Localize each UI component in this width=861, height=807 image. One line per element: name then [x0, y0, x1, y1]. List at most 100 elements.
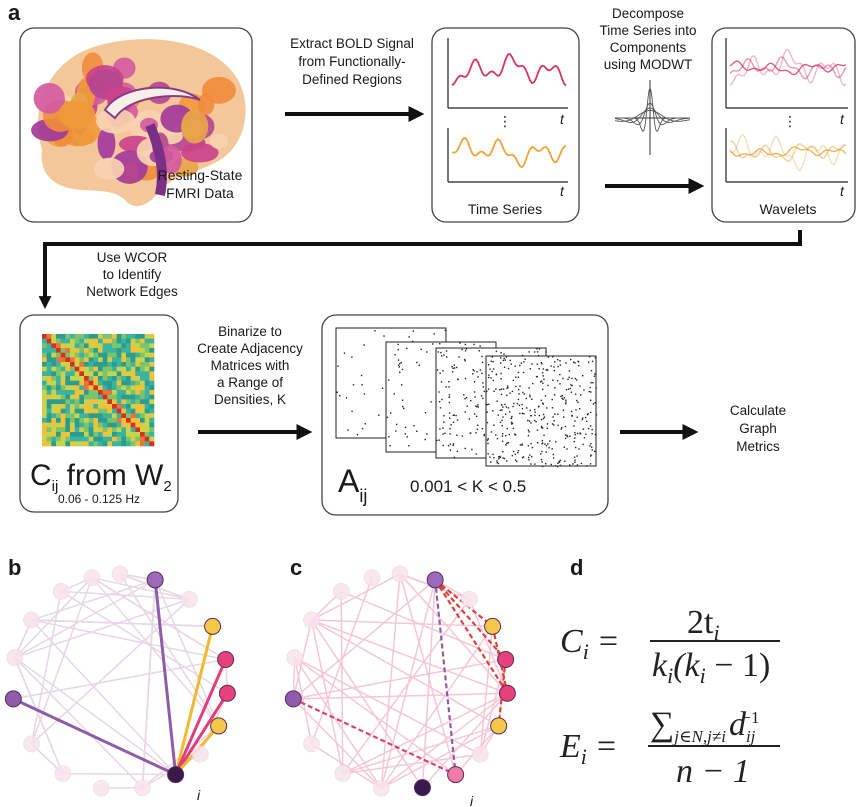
heatmap-cell	[61, 399, 66, 404]
matrix-dot	[523, 456, 524, 457]
heatmap-cell	[84, 339, 89, 344]
heatmap-cell	[70, 385, 75, 390]
matrix-dot	[425, 439, 426, 440]
heatmap-cell	[79, 381, 84, 386]
matrix-dot	[425, 412, 426, 413]
matrix-dot	[567, 436, 568, 437]
math-term: n − 1	[676, 753, 750, 790]
heatmap-cell	[98, 418, 103, 423]
heatmap-cell	[131, 437, 136, 442]
heatmap-cell	[126, 432, 131, 437]
matrix-dot	[511, 422, 512, 423]
heatmap-cell	[42, 399, 47, 404]
matrix-dot	[388, 436, 389, 437]
heatmap-cell	[107, 413, 112, 418]
heatmap-cell	[117, 390, 122, 395]
matrix-dot	[596, 414, 597, 415]
math-term: 2t	[687, 604, 714, 641]
heatmap-cell	[103, 362, 108, 367]
matrix-dot	[492, 361, 493, 362]
heatmap-cell	[56, 385, 61, 390]
matrix-dot	[583, 429, 584, 430]
matrix-dot	[403, 408, 404, 409]
heatmap-cell	[89, 432, 94, 437]
matrix-dot	[504, 404, 505, 405]
matrix-dot	[500, 410, 501, 411]
heatmap-cell	[135, 339, 140, 344]
matrix-dot	[482, 382, 483, 383]
heatmap-cell	[79, 409, 84, 414]
matrix-dot	[402, 369, 403, 370]
step-text: Create Adjacency	[197, 341, 303, 356]
heatmap-cell	[75, 437, 80, 442]
matrix-dot	[493, 457, 494, 458]
heatmap-cell	[145, 409, 150, 414]
heatmap-cell	[75, 404, 80, 409]
matrix-dot	[551, 448, 552, 449]
math-superscript: −1	[741, 708, 759, 727]
heatmap-cell	[98, 357, 103, 362]
heatmap-cell	[65, 376, 70, 381]
matrix-dot	[508, 407, 509, 408]
matrix-dot	[407, 436, 408, 437]
heatmap-cell	[70, 381, 75, 386]
heatmap-cell	[126, 357, 131, 362]
heatmap-cell	[149, 423, 154, 428]
caption: Wavelets	[759, 201, 816, 217]
heatmap-cell	[107, 376, 112, 381]
heatmap-cell	[126, 353, 131, 358]
math-subscript: i	[583, 639, 589, 664]
heatmap-cell	[84, 432, 89, 437]
heatmap-cell	[145, 339, 150, 344]
matrix-dot	[502, 457, 503, 458]
brain-region	[210, 134, 228, 149]
heatmap-cell	[84, 362, 89, 367]
heatmap-cell	[149, 390, 154, 395]
heatmap-cell	[107, 437, 112, 442]
heatmap-cell	[89, 395, 94, 400]
subscript: ij	[359, 486, 367, 506]
matrix-dot	[507, 387, 508, 388]
heatmap-cell	[93, 348, 98, 353]
matrix-dot	[452, 371, 453, 372]
heatmap-cell	[117, 367, 122, 372]
heatmap-cell	[79, 418, 84, 423]
heatmap-cell	[121, 432, 126, 437]
matrix-dot	[395, 430, 396, 431]
heatmap-cell	[51, 371, 56, 376]
matrix-dot	[553, 457, 554, 458]
node	[392, 566, 408, 582]
heatmap-cell	[75, 441, 80, 446]
matrix-dot	[570, 359, 571, 360]
matrix-dot	[518, 372, 519, 373]
heatmap-cell	[70, 376, 75, 381]
matrix-dot	[439, 343, 440, 344]
heatmap-cell	[89, 357, 94, 362]
heatmap-cell	[131, 362, 136, 367]
matrix-dot	[509, 434, 510, 435]
matrix-dot	[560, 465, 561, 466]
heatmap-cell	[47, 399, 52, 404]
matrix-dot	[578, 365, 579, 366]
matrix-dot	[545, 351, 546, 352]
matrix-dot	[487, 411, 488, 412]
heatmap-cell	[42, 404, 47, 409]
matrix-dot	[554, 394, 555, 395]
heatmap-cell	[42, 381, 47, 386]
matrix-dot	[512, 423, 513, 424]
heatmap-cell	[126, 404, 131, 409]
heatmap-cell	[98, 339, 103, 344]
heatmap-cell	[98, 441, 103, 446]
matrix-dot	[451, 366, 452, 367]
heatmap-cell	[56, 399, 61, 404]
matrix-dot	[399, 363, 400, 364]
heatmap-cell	[126, 399, 131, 404]
heatmap-cell	[135, 395, 140, 400]
heatmap-cell	[112, 404, 117, 409]
matrix-dot	[408, 445, 409, 446]
heatmap-cell	[79, 353, 84, 358]
heatmap-cell	[47, 423, 52, 428]
heatmap-cell	[51, 343, 56, 348]
matrix-dot	[344, 352, 345, 353]
matrix-dot	[549, 440, 550, 441]
